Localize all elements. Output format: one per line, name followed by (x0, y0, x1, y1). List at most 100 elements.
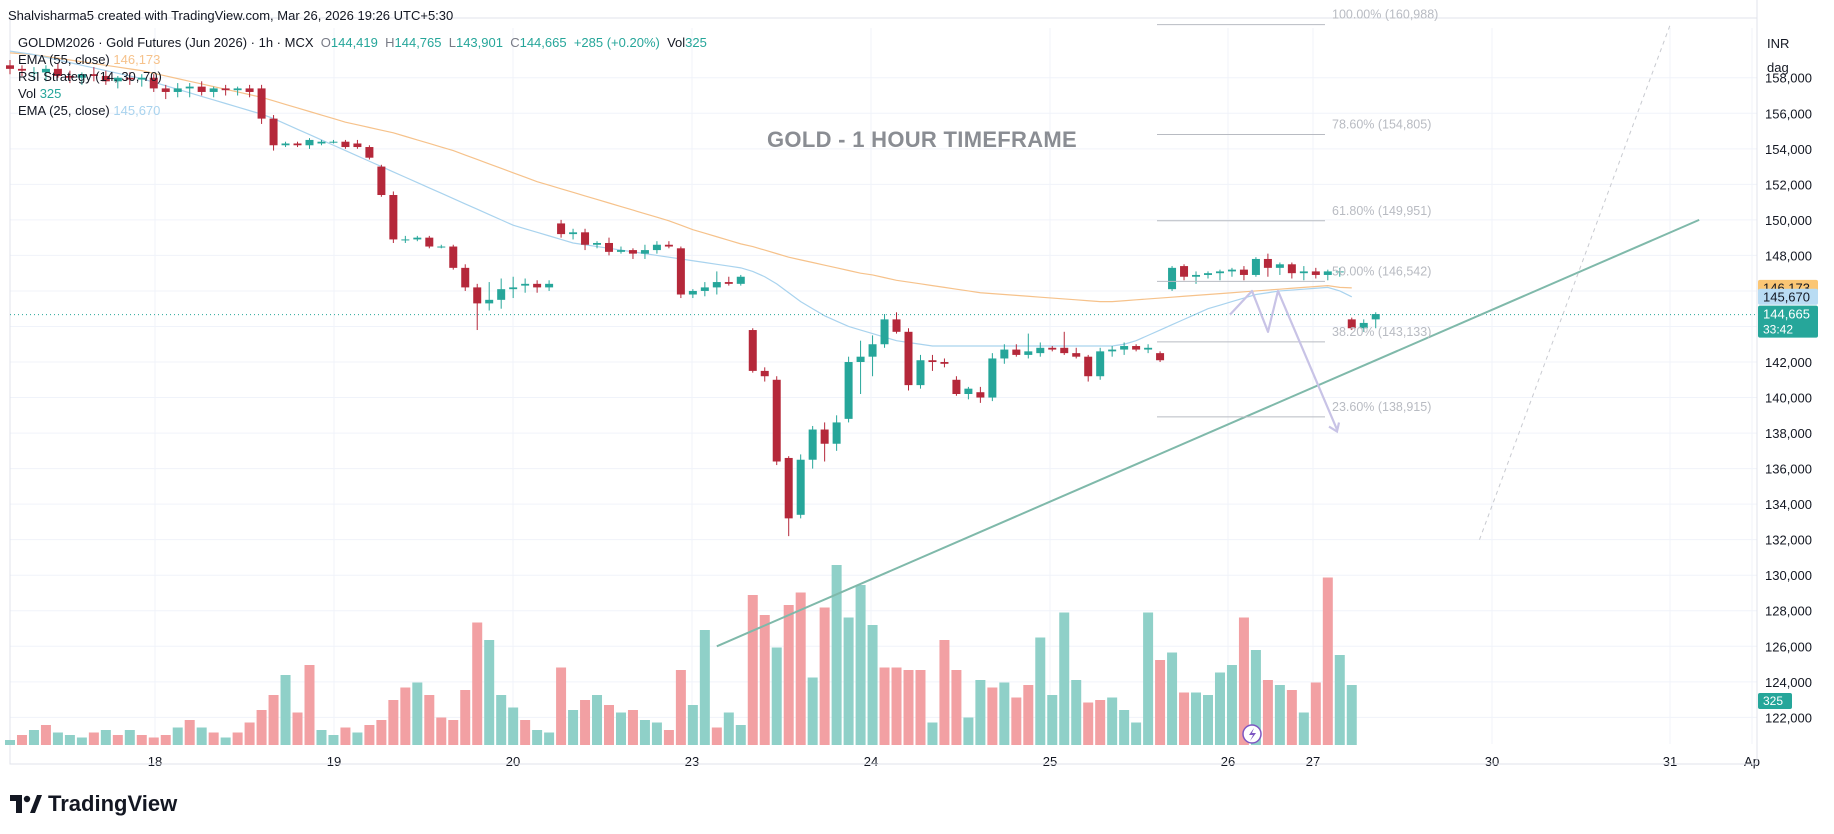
attribution-line: Shalvisharma5 created with TradingView.c… (8, 8, 454, 23)
volume-bar (1059, 612, 1070, 745)
ohlc-low-label: L (448, 35, 456, 50)
volume-bar (843, 617, 854, 745)
volume-bar (424, 695, 435, 745)
volume-bar (244, 722, 255, 745)
volume-badge[interactable]: 325 (1763, 694, 1783, 708)
ema25-label: EMA (25, close) (18, 103, 110, 118)
fib-anchor-line[interactable] (1479, 24, 1671, 540)
candle-body (269, 118, 278, 146)
volume-bar (592, 695, 603, 745)
ohlc-close: 144,665 (519, 35, 567, 50)
candle-body (904, 331, 913, 386)
volume-bar (999, 682, 1010, 745)
price-tick-label: 150,000 (1765, 213, 1812, 228)
candle-body (1000, 349, 1009, 359)
ema25-price-badge[interactable]: 145,670 (1763, 289, 1810, 304)
unit-label[interactable]: dag (1767, 60, 1789, 75)
volume-bar (376, 720, 387, 745)
projection-path[interactable] (1229, 289, 1339, 430)
candle-body (1024, 351, 1033, 355)
ema55-line[interactable] (9, 52, 1352, 303)
projection-arrowhead (1328, 422, 1341, 434)
price-tick-label: 158,000 (1765, 71, 1812, 86)
candle-body (173, 88, 182, 92)
candle-body (1215, 271, 1224, 274)
symbol-row[interactable]: GOLDM2026 · Gold Futures (Jun 2026) · 1h… (18, 34, 707, 51)
candle-body (880, 319, 889, 345)
volume-bar (412, 682, 423, 745)
candle-body (964, 388, 973, 394)
price-tick-label: 126,000 (1765, 639, 1812, 654)
volume-bar (1155, 660, 1166, 745)
tradingview-logo[interactable]: TradingView (10, 791, 177, 817)
candle-body (29, 72, 38, 74)
last-price-badge[interactable]: 144,665 (1763, 307, 1810, 322)
candle-body (1156, 353, 1165, 361)
candle-body (137, 77, 146, 80)
price-tick-label: 148,000 (1765, 248, 1812, 263)
fib-level-label: 100.00% (160,988) (1332, 8, 1438, 22)
rsi-legend-row[interactable]: RSI Strategy (14, 30, 70) (18, 68, 707, 85)
volume-bar (532, 730, 543, 745)
volume-bar (1214, 672, 1225, 745)
candle-body (53, 68, 62, 76)
volume-bar (184, 720, 195, 745)
candle-body (784, 457, 793, 519)
currency-label[interactable]: INR (1767, 36, 1790, 51)
volume-bar (1191, 692, 1202, 745)
price-tick-label: 122,000 (1765, 710, 1812, 725)
volume-bar (1310, 682, 1321, 745)
candle-body (77, 74, 86, 78)
candle-body (1359, 322, 1368, 329)
brand-name: TradingView (48, 791, 178, 816)
ohlc-high-label: H (385, 35, 395, 50)
volume-bar (687, 705, 698, 745)
volume-bar (1023, 685, 1034, 745)
candle-body (928, 360, 937, 363)
volume-bar (388, 700, 399, 745)
volume-bar (1298, 712, 1309, 745)
volume-bar (1334, 655, 1345, 745)
volume-bar (100, 730, 111, 745)
lightning-glyph (1249, 728, 1256, 741)
support-trendline[interactable] (716, 218, 1700, 648)
ema55-legend-row[interactable]: EMA (55, close) 146,173 (18, 51, 707, 68)
candle-body (1048, 347, 1057, 350)
volume-bar (1083, 702, 1094, 745)
candle-body (844, 362, 853, 419)
volume-bar (1167, 652, 1178, 745)
volume-bar (268, 695, 279, 745)
candle-body (1060, 347, 1069, 354)
ema25-legend-row[interactable]: EMA (25, close) 145,670 (18, 102, 707, 119)
volume-bar (448, 720, 459, 745)
volume-bar (364, 725, 375, 745)
ohlc-high: 144,765 (394, 35, 442, 50)
candle-body (449, 246, 458, 268)
price-tick-label: 156,000 (1765, 106, 1812, 121)
volume-bar (556, 667, 567, 745)
candle-body (1108, 349, 1117, 352)
candle-body (664, 244, 673, 247)
candle-body (185, 86, 194, 89)
volume-bar (220, 737, 231, 745)
candle-body (1036, 347, 1045, 354)
candle-body (305, 139, 314, 146)
ema55-value: 146,173 (113, 52, 161, 67)
volume-bar (855, 585, 866, 745)
candle-body (1072, 353, 1081, 357)
candle-body (6, 65, 14, 69)
candle-body (125, 77, 134, 80)
candle-body (820, 429, 829, 444)
volume-bar (987, 687, 998, 745)
ohlc-change: +285 (+0.20%) (573, 35, 660, 50)
rsi-label: RSI Strategy (14, 30, 70) (18, 69, 162, 84)
time-tick-label: 19 (327, 754, 341, 769)
vol-legend-row[interactable]: Vol 325 (18, 85, 707, 102)
candle-body (365, 147, 374, 158)
candle-body (149, 77, 158, 89)
volume-bar (508, 707, 519, 745)
candle-body (545, 283, 554, 288)
ema25-value: 145,670 (113, 103, 161, 118)
chart-annotation-title[interactable]: GOLD - 1 HOUR TIMEFRAME (767, 127, 1078, 152)
